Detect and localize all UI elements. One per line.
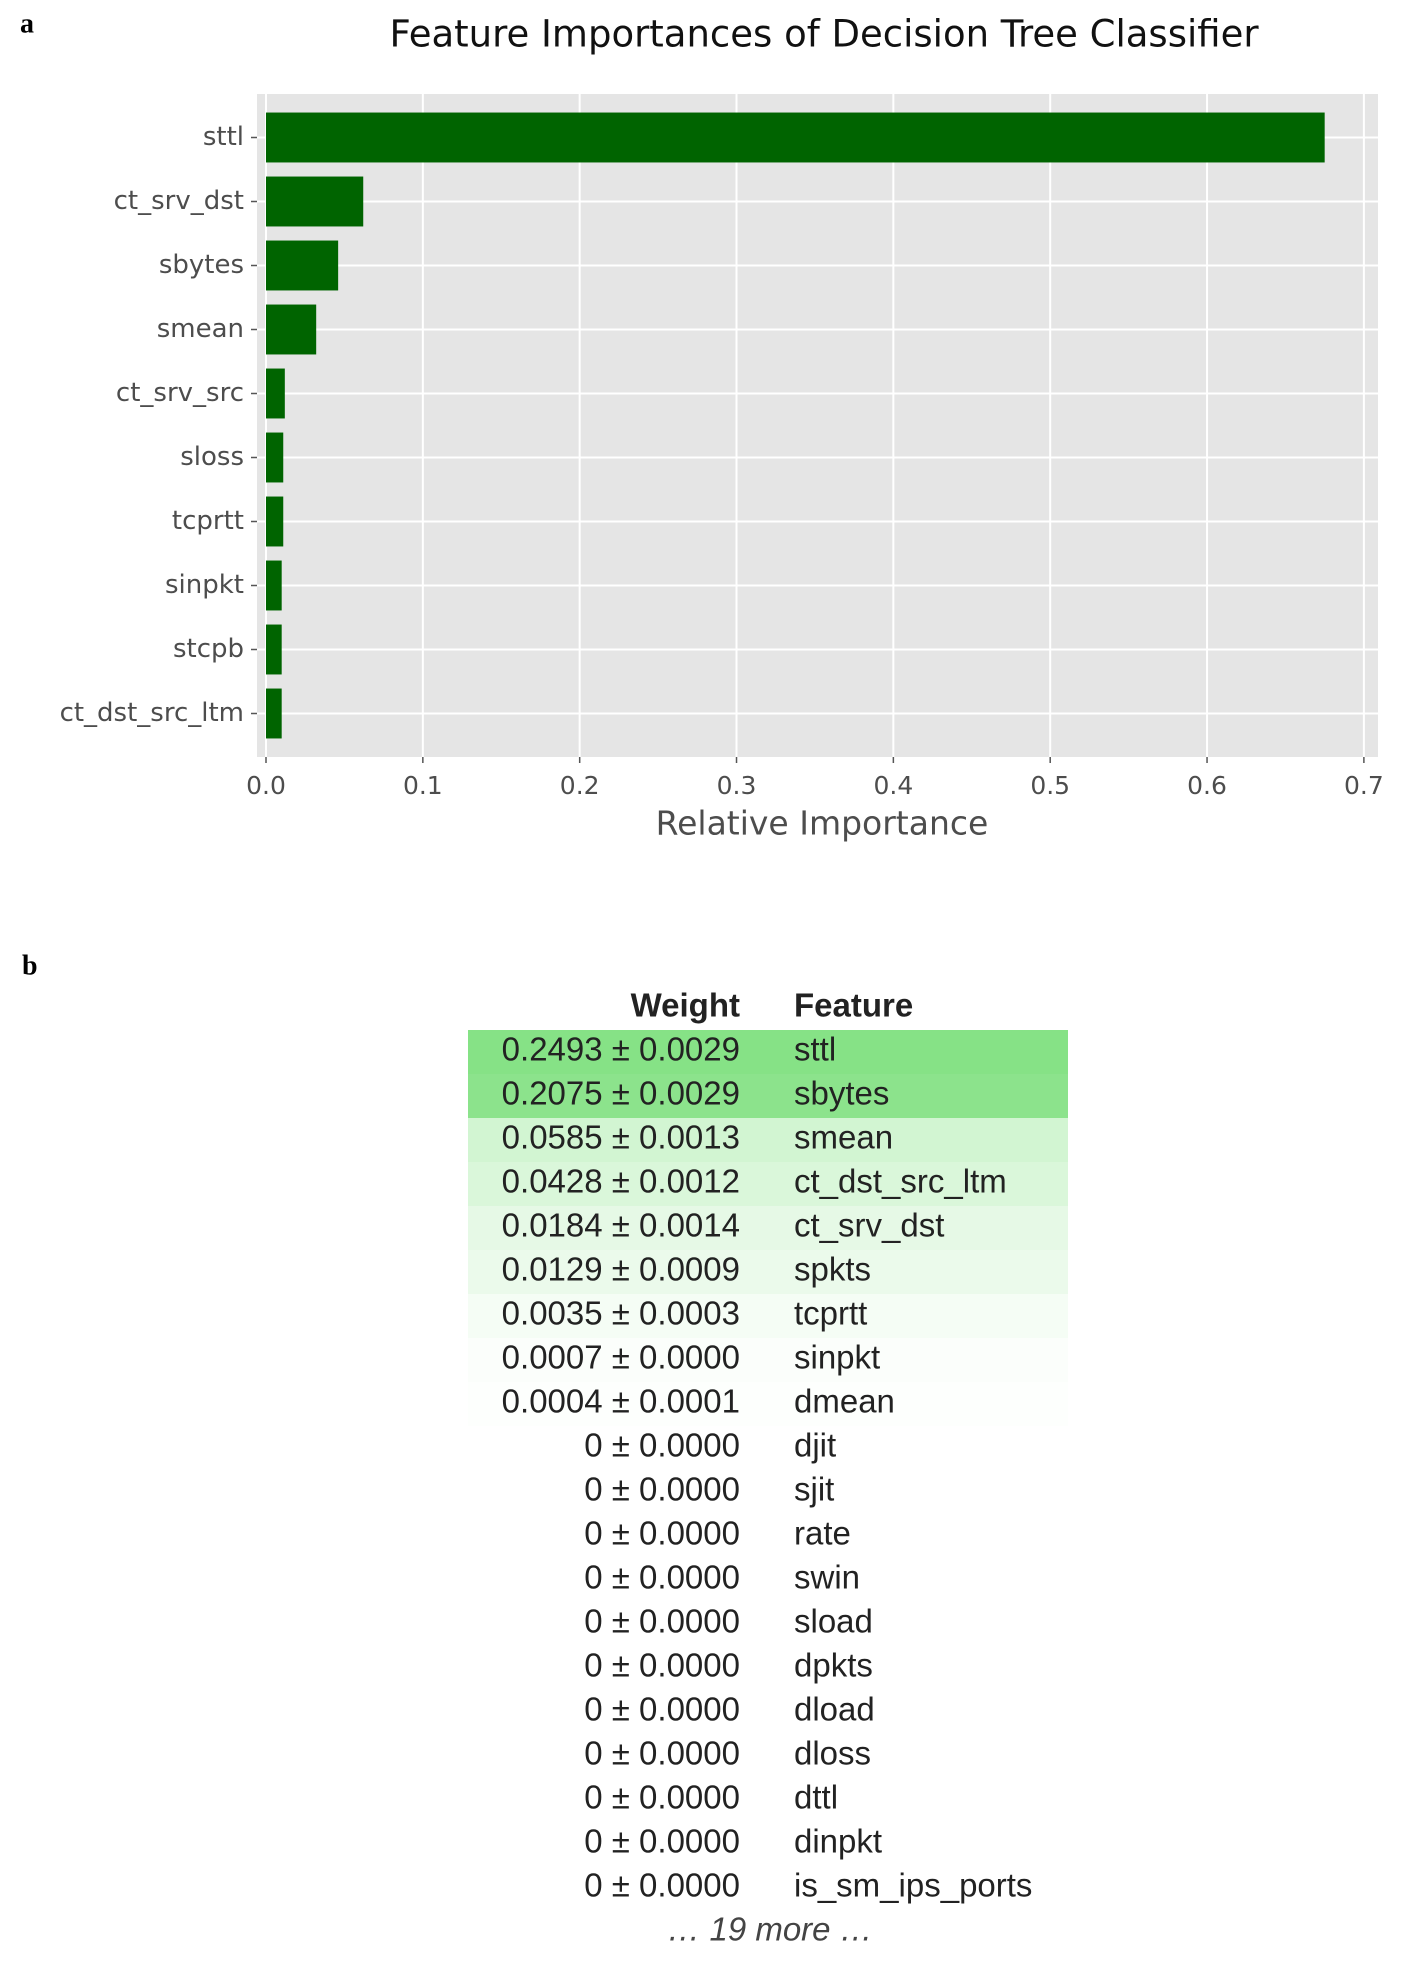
y-tick-label: tcprtt [172,506,244,536]
row-background [468,1250,1068,1294]
x-tick-label: 0.5 [1030,771,1070,800]
feature-cell: sttl [794,1031,836,1068]
row-background [468,1338,1068,1382]
row-background [468,1074,1068,1118]
bar [266,688,282,739]
feature-cell: sload [794,1603,873,1640]
feature-cell: is_sm_ips_ports [794,1867,1032,1904]
y-tick-label: ct_srv_dst [114,186,244,216]
x-tick-label: 0.3 [717,771,757,800]
panel-label: b [22,950,38,981]
weight-cell: 0.0007 ± 0.0000 [502,1339,740,1376]
x-tick-label: 0.6 [1187,771,1227,800]
weight-cell: 0.0035 ± 0.0003 [502,1295,740,1332]
feature-cell: dloss [794,1735,871,1772]
weight-cell: 0 ± 0.0000 [584,1779,740,1816]
weight-cell: 0 ± 0.0000 [584,1823,740,1860]
feature-cell: djit [794,1427,836,1464]
feature-cell: dpkts [794,1647,873,1684]
bar [266,432,284,483]
feature-cell: dload [794,1691,875,1728]
x-tick-label: 0.7 [1344,771,1384,800]
weight-cell: 0.0184 ± 0.0014 [502,1207,740,1244]
feature-cell: sjit [794,1471,834,1508]
table-header: Feature [794,987,913,1024]
feature-cell: dttl [794,1779,838,1816]
bar [266,496,284,547]
row-background [468,1206,1068,1250]
feature-cell: ct_srv_dst [794,1207,944,1244]
feature-cell: tcprtt [794,1295,867,1332]
bar [266,560,282,611]
feature-cell: spkts [794,1251,871,1288]
weight-cell: 0.2493 ± 0.0029 [502,1031,740,1068]
bar [266,240,339,291]
feature-cell: swin [794,1559,860,1596]
weight-cell: 0.0004 ± 0.0001 [502,1383,740,1420]
feature-cell: smean [794,1119,893,1156]
y-tick-label: stcpb [173,634,244,664]
row-background [468,1382,1068,1426]
feature-cell: dinpkt [794,1823,882,1860]
weight-cell: 0 ± 0.0000 [584,1691,740,1728]
bar [266,304,317,355]
weight-cell: 0 ± 0.0000 [584,1647,740,1684]
y-tick-label: sbytes [159,250,244,280]
weight-cell: 0 ± 0.0000 [584,1603,740,1640]
feature-cell: rate [794,1515,851,1552]
row-background [468,1118,1068,1162]
weight-cell: 0 ± 0.0000 [584,1559,740,1596]
weight-cell: 0 ± 0.0000 [584,1515,740,1552]
x-axis-label: Relative Importance [656,804,989,843]
weight-cell: 0.0428 ± 0.0012 [502,1163,740,1200]
weight-cell: 0 ± 0.0000 [584,1867,740,1904]
feature-cell: sbytes [794,1075,889,1112]
weight-cell: 0.0585 ± 0.0013 [502,1119,740,1156]
table-header: Weight [631,987,740,1024]
y-tick-label: sinpkt [165,570,244,600]
weight-cell: 0 ± 0.0000 [584,1735,740,1772]
weight-cell: 0.0129 ± 0.0009 [502,1251,740,1288]
bar [266,176,364,227]
y-tick-label: ct_dst_src_ltm [60,698,244,728]
x-tick-label: 0.1 [403,771,443,800]
y-tick-label: sloss [180,442,244,472]
x-tick-label: 0.2 [560,771,600,800]
weight-cell: 0 ± 0.0000 [584,1471,740,1508]
weight-cell: 0 ± 0.0000 [584,1427,740,1464]
y-tick-label: ct_srv_src [116,378,244,408]
bar [266,624,282,675]
table-footer: … 19 more … [667,1911,872,1948]
feature-cell: dmean [794,1383,895,1420]
feature-cell: ct_dst_src_ltm [794,1163,1007,1200]
weight-cell: 0.2075 ± 0.0029 [502,1075,740,1112]
plot-background [257,94,1378,757]
row-background [468,1294,1068,1338]
x-tick-label: 0.4 [873,771,913,800]
feature-cell: sinpkt [794,1339,880,1376]
chart-title: Feature Importances of Decision Tree Cla… [389,13,1259,56]
bar [266,112,1325,163]
row-background [468,1162,1068,1206]
y-tick-label: sttl [203,122,244,152]
y-tick-label: smean [157,314,244,344]
bar [266,368,285,419]
row-background [468,1030,1068,1074]
panel-label: a [20,8,34,39]
x-tick-label: 0.0 [246,771,286,800]
